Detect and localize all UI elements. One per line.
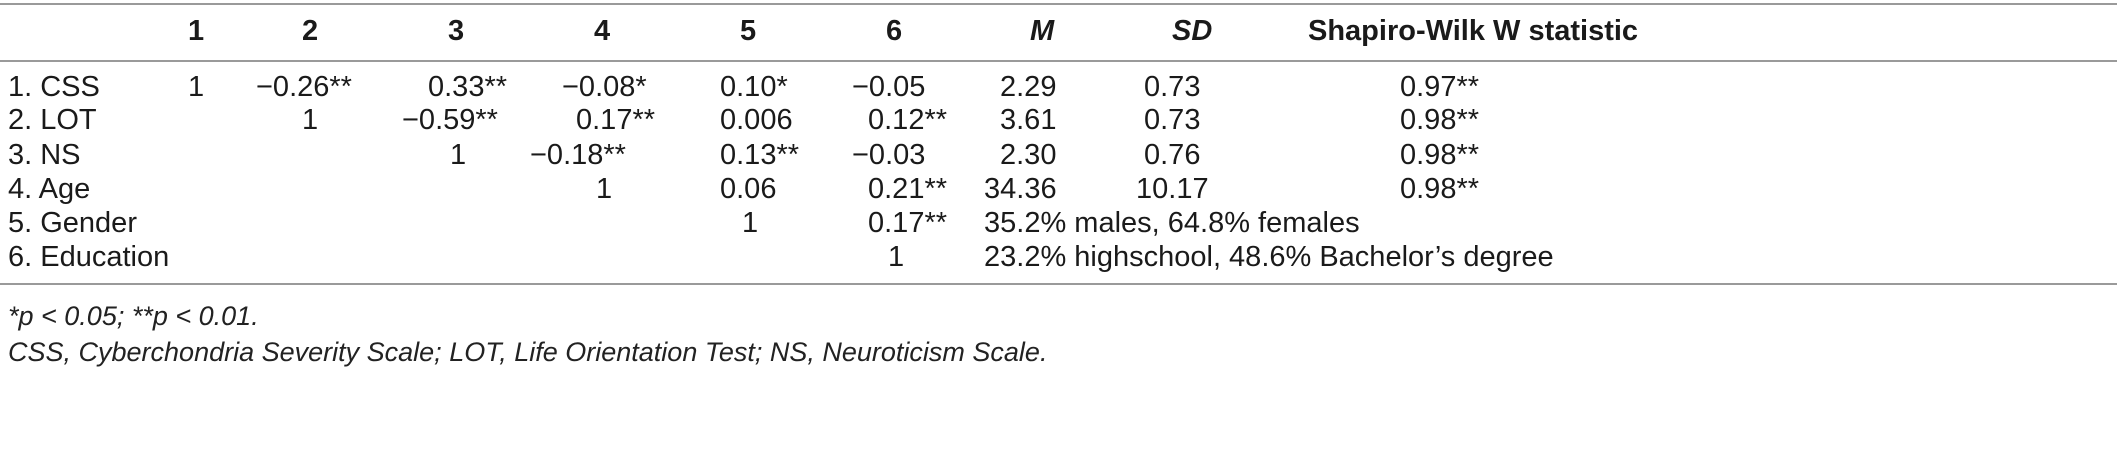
table-cell: −0.18** — [530, 139, 626, 171]
table-cell: 0.13** — [720, 139, 800, 171]
row-label-education: 6. Education — [8, 241, 170, 273]
table-cell: −0.05 — [852, 71, 926, 103]
table-cell: 1 — [188, 71, 205, 103]
table-cell-sw: 0.98** — [1400, 104, 1480, 136]
table-cell-sw: 0.97** — [1400, 71, 1480, 103]
table-cell: 1 — [742, 207, 759, 239]
table-cell: −0.59** — [402, 104, 498, 136]
header-mean: M — [1030, 15, 1055, 47]
row-label-css: 1. CSS — [8, 71, 100, 103]
table-cell: 0.12** — [868, 104, 948, 136]
table-cell: −0.26** — [256, 71, 352, 103]
table-cell-mean: 2.30 — [1000, 139, 1057, 171]
header-col-1: 1 — [188, 15, 205, 47]
table-header-rule — [0, 60, 2117, 62]
table-cell-summary: 23.2% highschool, 48.6% Bachelor’s degre… — [984, 241, 1554, 273]
table-cell: 1 — [302, 104, 319, 136]
row-label-age: 4. Age — [8, 173, 91, 205]
table-cell: 0.10* — [720, 71, 788, 103]
table-cell-mean: 3.61 — [1000, 104, 1057, 136]
table-cell: −0.03 — [852, 139, 926, 171]
table-cell-mean: 2.29 — [1000, 71, 1057, 103]
table-cell-sd: 0.73 — [1144, 71, 1201, 103]
table-cell: 1 — [450, 139, 467, 171]
table-cell: 0.33** — [428, 71, 508, 103]
header-sd: SD — [1172, 15, 1213, 47]
table-top-rule — [0, 3, 2117, 5]
table-cell: −0.08* — [562, 71, 647, 103]
table-cell-sd: 0.76 — [1144, 139, 1201, 171]
table-cell-sd: 10.17 — [1136, 173, 1209, 205]
table-cell: 0.17** — [576, 104, 656, 136]
row-label-ns: 3. NS — [8, 139, 81, 171]
table-cell-sd: 0.73 — [1144, 104, 1201, 136]
table-cell: 0.21** — [868, 173, 948, 205]
table-cell-sw: 0.98** — [1400, 139, 1480, 171]
header-col-5: 5 — [740, 15, 757, 47]
table-cell: 0.006 — [720, 104, 793, 136]
row-label-gender: 5. Gender — [8, 207, 137, 239]
table-cell-summary: 35.2% males, 64.8% females — [984, 207, 1360, 239]
table-bottom-rule — [0, 283, 2117, 285]
header-col-2: 2 — [302, 15, 319, 47]
header-shapiro-wilk: Shapiro-Wilk W statistic — [1308, 15, 1639, 47]
footnote-significance: *p < 0.05; **p < 0.01. — [8, 301, 259, 331]
row-label-lot: 2. LOT — [8, 104, 97, 136]
table-cell: 0.17** — [868, 207, 948, 239]
table-cell: 1 — [596, 173, 613, 205]
table-cell: 0.06 — [720, 173, 777, 205]
header-col-6: 6 — [886, 15, 903, 47]
footnote-abbreviations: CSS, Cyberchondria Severity Scale; LOT, … — [8, 337, 1048, 367]
table-cell-mean: 34.36 — [984, 173, 1057, 205]
header-col-4: 4 — [594, 15, 611, 47]
table-cell-sw: 0.98** — [1400, 173, 1480, 205]
table-cell: 1 — [888, 241, 905, 273]
header-col-3: 3 — [448, 15, 465, 47]
